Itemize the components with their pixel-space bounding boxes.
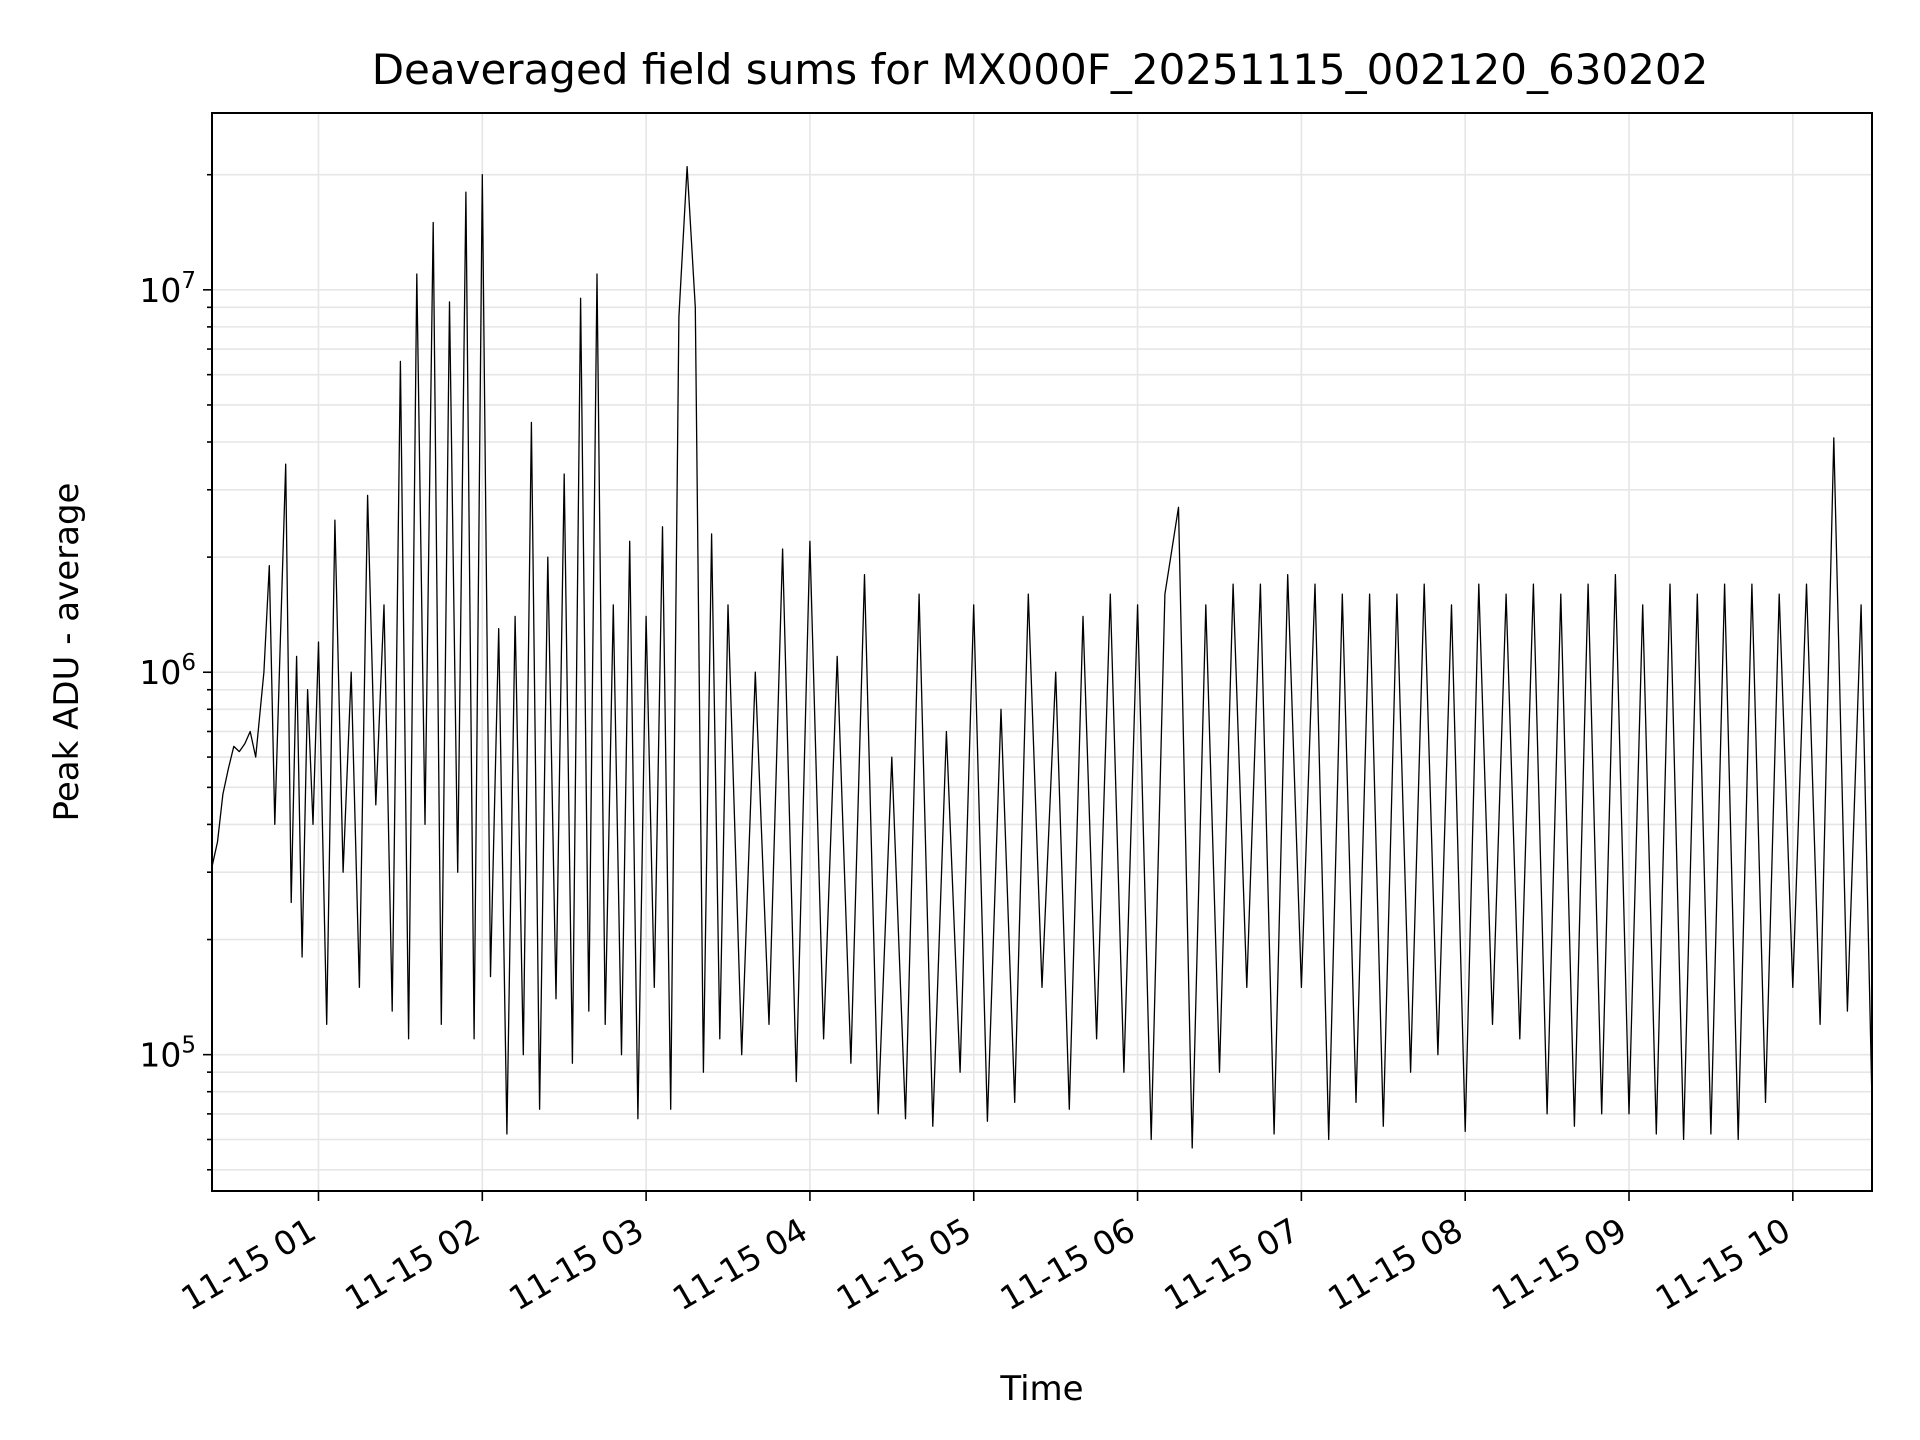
y-tick-base: 10 <box>139 653 181 692</box>
y-tick-label: 106 <box>139 650 196 692</box>
x-tick-label: 11-15 03 <box>502 1210 650 1318</box>
grid-layer <box>212 113 1872 1191</box>
x-tick-label: 11-15 07 <box>1157 1210 1305 1318</box>
x-tick-label: 11-15 09 <box>1485 1210 1633 1318</box>
x-tick-label: 11-15 04 <box>666 1210 814 1318</box>
y-tick-label: 105 <box>139 1033 196 1075</box>
x-tick-label: 11-15 08 <box>1321 1210 1469 1318</box>
x-tick-label: 11-15 05 <box>830 1210 978 1318</box>
x-tick-label: 11-15 10 <box>1649 1210 1797 1318</box>
x-tick-label: 11-15 06 <box>994 1210 1142 1318</box>
series-layer <box>211 165 1873 1149</box>
y-tick-base: 10 <box>139 271 181 310</box>
x-tick-label: 11-15 02 <box>338 1210 486 1318</box>
y-tick-label: 107 <box>139 268 196 310</box>
x-tick-label: 11-15 01 <box>174 1210 322 1318</box>
x-axis-label: Time <box>999 1369 1083 1409</box>
y-axis-label: Peak ADU - average <box>47 483 87 822</box>
chart-title: Deaveraged field sums for MX000F_2025111… <box>372 45 1709 94</box>
y-tick-exponent: 6 <box>181 650 196 676</box>
y-tick-base: 10 <box>139 1036 181 1075</box>
series-line-0 <box>211 165 1873 1149</box>
y-tick-exponent: 5 <box>181 1033 196 1059</box>
plot-frame <box>211 112 1873 1192</box>
y-tick-exponent: 7 <box>181 268 196 294</box>
x-axis-ticks: 11-15 01 11-15 02 11-15 03 11-15 04 11-15 05… <box>174 1191 1797 1318</box>
